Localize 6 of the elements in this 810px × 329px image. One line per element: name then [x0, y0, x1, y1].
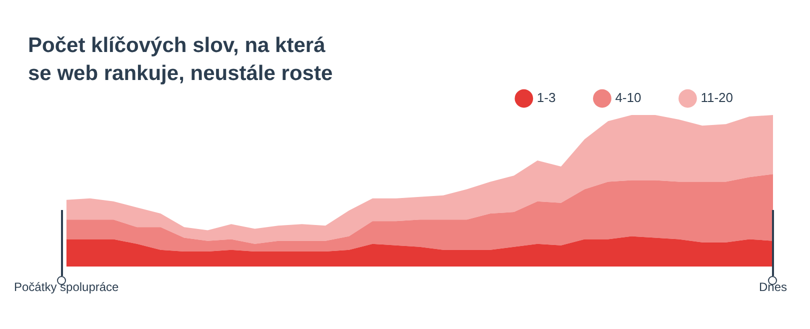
legend-label: 11-20: [700, 90, 734, 106]
x-tick-label: Dnes: [758, 280, 788, 294]
legend-label: 4-10: [615, 90, 642, 106]
legend-label: 1-3: [536, 90, 556, 106]
chart-title: Počet klíčových slov, na která se web rankuje, neustále roste: [28, 33, 334, 87]
x-tick-label: Počátky spolupráce: [14, 280, 120, 294]
